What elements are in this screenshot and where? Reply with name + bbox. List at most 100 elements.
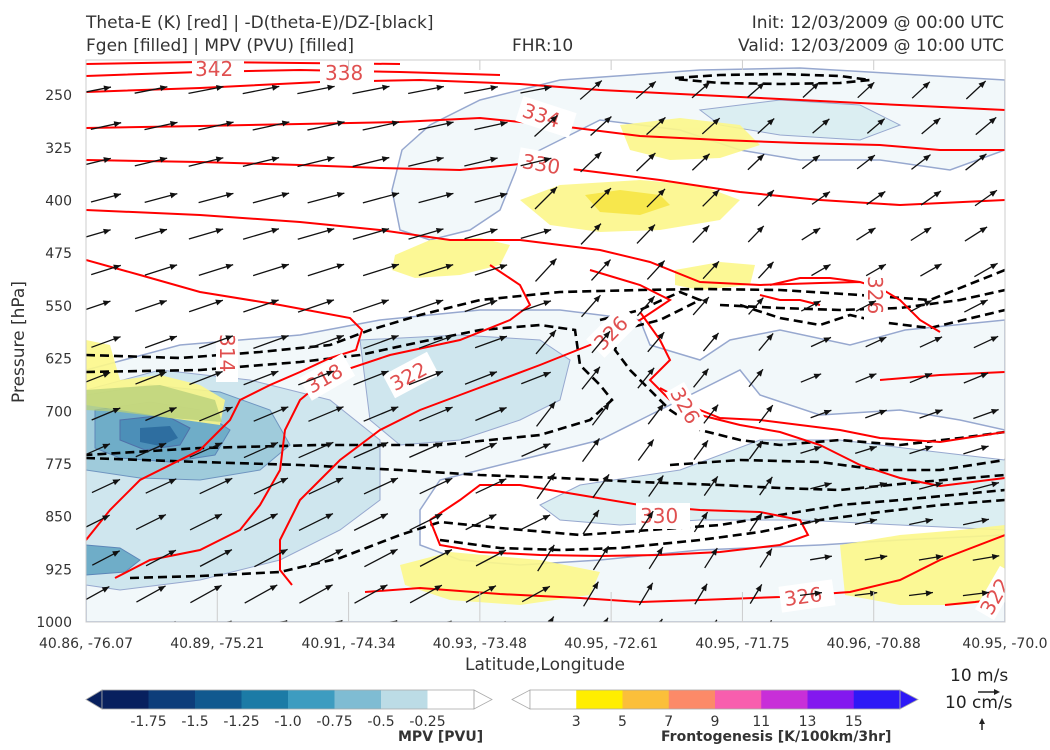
valid-time: Valid: 12/03/2009 @ 10:00 UTC — [738, 36, 1004, 56]
vector-key-vertical: 10 cm/s — [945, 693, 1013, 713]
wind-vector-head — [878, 337, 887, 343]
wind-vector-head — [225, 192, 234, 199]
wind-vector-head — [701, 368, 709, 377]
fgen-colorbar-swatch — [715, 690, 762, 709]
wind-vector-head — [499, 192, 508, 199]
x-tick-label: 40.95, -70.0 — [962, 636, 1047, 652]
wind-vector-head — [112, 407, 121, 414]
x-tick-label: 40.95, -72.61 — [564, 636, 658, 652]
wind-vector-head — [935, 481, 943, 488]
wind-vector-head — [657, 403, 664, 412]
wind-vector-head — [271, 227, 279, 234]
forecast-hour: FHR:10 — [512, 36, 574, 56]
wind-vector-head — [991, 409, 999, 415]
x-tick-label: 40.93, -73.48 — [433, 636, 527, 652]
wind-vector-head — [271, 84, 280, 91]
wind-vector-head — [925, 518, 933, 524]
wind-vector-head — [656, 547, 663, 555]
y-tick-label: 700 — [45, 404, 72, 420]
mpv-colorbar-swatch — [102, 690, 149, 709]
fgen-colorbar-tick: 15 — [845, 714, 863, 730]
wind-vector-head — [214, 585, 222, 592]
wind-vector-head — [281, 335, 289, 341]
wind-vector-head — [657, 260, 665, 268]
wind-vector-head — [281, 192, 290, 198]
wind-vector-head — [825, 627, 832, 633]
wind-vector-head — [712, 118, 720, 126]
wind-vector — [919, 629, 943, 631]
wind-vector-head — [168, 407, 177, 413]
wind-vector-head — [542, 586, 550, 593]
wind-vector-head — [112, 336, 121, 342]
wind-vector-head — [435, 227, 444, 234]
wind-vector-head — [979, 153, 987, 161]
wind-vector-head — [879, 554, 888, 561]
wind-vector-head — [814, 518, 822, 525]
wind-vector-head — [933, 118, 941, 125]
fgen-colorbar-tick: 11 — [752, 714, 770, 730]
wind-vector-head — [702, 153, 710, 161]
x-axis-label: Latitude,Longitude — [465, 655, 625, 675]
wind-vector-head — [813, 300, 821, 307]
wind-vector-head — [657, 188, 666, 197]
wind-vector-head — [543, 300, 551, 307]
wind-vector-head — [701, 440, 709, 448]
wind-vector-head — [924, 373, 933, 379]
wind-vector-head — [216, 84, 224, 91]
wind-vector-head — [390, 406, 399, 413]
wind-vector-head — [991, 481, 999, 488]
wind-vector-head — [379, 584, 388, 591]
wind-vector-head — [280, 478, 288, 484]
contour-label-330-b: 330 — [640, 504, 678, 528]
wind-vector-head — [603, 188, 612, 196]
wind-vector-head — [391, 120, 400, 127]
wind-vector-head — [214, 371, 223, 377]
wind-vector-head — [924, 300, 932, 307]
wind-vector-head — [336, 263, 345, 270]
wind-vector-head — [756, 225, 764, 234]
wind-vector-head — [270, 370, 279, 377]
wind-vector-head — [814, 590, 822, 597]
wind-vector-head — [869, 518, 878, 525]
wind-vector-head — [548, 401, 556, 410]
wind-vector-head — [813, 373, 822, 380]
wind-vector-head — [868, 300, 877, 307]
wind-vector-head — [824, 554, 832, 561]
wind-vector-head — [880, 627, 887, 633]
wind-vector-head — [935, 554, 944, 561]
wind-vector-head — [602, 402, 610, 411]
x-tick-label: 40.96, -70.88 — [827, 636, 921, 652]
fgen-colorbar-tick: 13 — [799, 714, 817, 730]
wind-vector-head — [542, 514, 551, 521]
mpv-colorbar-swatch — [288, 690, 335, 709]
contour-label-326-d: 326 — [783, 582, 824, 611]
wind-vector-head — [592, 438, 600, 446]
wind-vector-head — [335, 549, 343, 556]
wind-vector-head — [543, 157, 552, 163]
wind-vector-head — [755, 584, 762, 592]
fgen-colorbar: 3 5 7 9 11 13 15 — [511, 689, 919, 730]
wind-vector-head — [602, 474, 610, 482]
wind-vector-head — [224, 549, 232, 556]
x-axis: 40.86, -76.07 40.89, -75.21 40.91, -74.34 4… — [39, 60, 1048, 652]
wind-vector-head — [991, 553, 1000, 560]
wind-vector-head — [169, 192, 178, 199]
wind-vector-head — [103, 228, 111, 235]
wind-vector-head — [981, 445, 989, 452]
wind-vector-head — [548, 544, 555, 553]
wind-vector-head — [445, 263, 454, 270]
fgen-colorbar-tick: 7 — [664, 714, 673, 730]
wind-vector-head — [215, 228, 224, 234]
wind-vector-head — [325, 442, 334, 448]
wind-vector-head — [934, 336, 943, 343]
x-tick-label: 40.95, -71.75 — [695, 636, 789, 652]
wind-vector-head — [325, 513, 334, 520]
wind-vector-head — [812, 228, 821, 235]
fgen-colorbar-frame — [529, 689, 901, 710]
title-line-2: Fgen [filled] | MPV (PVU) [filled] — [86, 36, 355, 56]
wind-vector-head — [444, 478, 453, 485]
wind-vector-head — [490, 85, 498, 91]
x-tick-label: 40.86, -76.07 — [39, 636, 133, 652]
contour-label-338: 338 — [325, 61, 363, 85]
wind-vector-head — [594, 152, 602, 160]
